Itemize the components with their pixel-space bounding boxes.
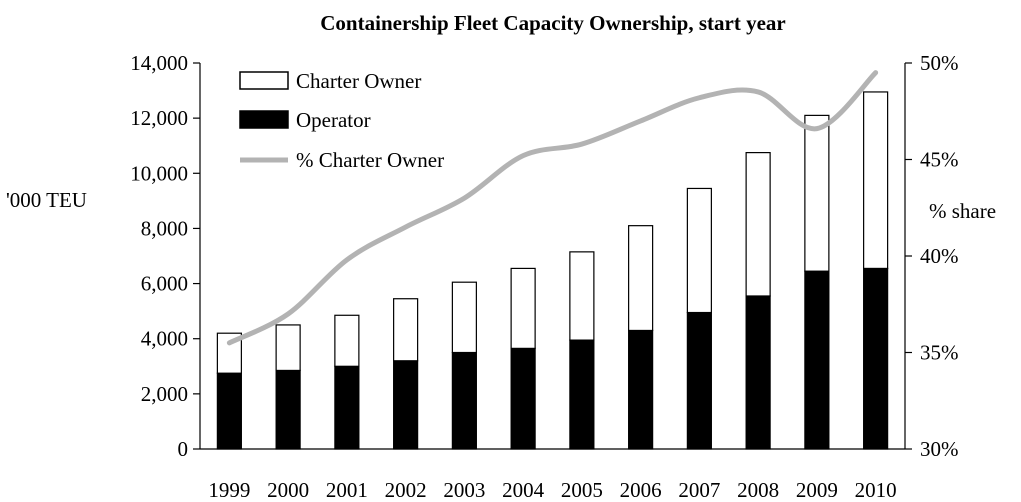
bar-charter-owner-2004 xyxy=(510,267,536,349)
bar-charter-owner-2002 xyxy=(393,298,419,362)
bar-operator-2003 xyxy=(451,351,477,450)
bar-charter-owner-2009 xyxy=(804,114,830,272)
x-tick-label: 2007 xyxy=(678,478,720,502)
x-tick-label: 2002 xyxy=(385,478,427,502)
bar-charter-owner-2007 xyxy=(686,187,712,314)
legend: Charter Owner Operator % Charter Owner xyxy=(239,69,444,172)
y-tick-label: 14,000 xyxy=(130,51,188,75)
x-tick-label: 2003 xyxy=(443,478,485,502)
bar-charter-owner-2010 xyxy=(863,91,889,270)
legend-swatch-operator xyxy=(239,110,289,129)
line-series-group xyxy=(226,70,879,346)
bar-charter-owner-2003 xyxy=(451,281,477,354)
bars-group xyxy=(216,91,889,450)
y-tick-label: 8,000 xyxy=(141,216,188,240)
y-tick-label: 10,000 xyxy=(130,161,188,185)
x-tick-label: 1999 xyxy=(208,478,250,502)
x-tick-label: 2008 xyxy=(737,478,779,502)
y-axis-label: '000 TEU xyxy=(6,188,87,212)
bar-charter-owner-2000 xyxy=(275,324,301,372)
legend-label-charter-share: % Charter Owner xyxy=(296,148,444,172)
bar-operator-2010 xyxy=(863,267,889,450)
y2-axis-label: % share xyxy=(929,199,996,223)
bar-operator-2007 xyxy=(686,311,712,450)
y-tick-label: 6,000 xyxy=(141,272,188,296)
bar-charter-owner-2005 xyxy=(569,251,595,341)
x-tick-label: 2005 xyxy=(561,478,603,502)
bar-operator-2005 xyxy=(569,339,595,450)
bar-operator-2008 xyxy=(745,295,771,450)
x-tick-label: 2010 xyxy=(855,478,897,502)
legend-label-operator: Operator xyxy=(296,108,371,132)
x-tick-label: 2009 xyxy=(796,478,838,502)
y-tick-label: 0 xyxy=(178,437,189,461)
x-tick-label: 2000 xyxy=(267,478,309,502)
legend-swatch-charter-owner xyxy=(239,71,289,90)
bar-charter-owner-2008 xyxy=(745,152,771,297)
chart-title: Containership Fleet Capacity Ownership, … xyxy=(320,11,785,35)
bar-operator-2004 xyxy=(510,347,536,450)
bar-operator-2000 xyxy=(275,369,301,450)
y-tick-label: 2,000 xyxy=(141,382,188,406)
y2-tick-label: 50% xyxy=(920,51,959,75)
bar-operator-2002 xyxy=(393,360,419,450)
y2-tick-label: 30% xyxy=(920,437,959,461)
x-tick-label: 2001 xyxy=(326,478,368,502)
x-tick-label: 2004 xyxy=(502,478,545,502)
axes-group: 1999 2000 2001 2002 2003 2004 2005 2006 2007 2008… xyxy=(130,51,958,502)
line-charter-owner-share xyxy=(226,70,879,346)
x-tick-label: 2006 xyxy=(620,478,662,502)
y-tick-label: 4,000 xyxy=(141,327,188,351)
y-tick-label: 12,000 xyxy=(130,106,188,130)
bar-operator-2009 xyxy=(804,270,830,450)
bar-operator-1999 xyxy=(216,372,242,450)
y2-tick-label: 40% xyxy=(920,244,959,268)
bar-operator-2001 xyxy=(334,365,360,450)
y2-tick-label: 45% xyxy=(920,148,959,172)
legend-label-charter-owner: Charter Owner xyxy=(296,69,421,93)
bar-charter-owner-2006 xyxy=(628,225,654,332)
y2-tick-label: 35% xyxy=(920,341,959,365)
bar-operator-2006 xyxy=(628,329,654,450)
bar-charter-owner-2001 xyxy=(334,314,360,367)
